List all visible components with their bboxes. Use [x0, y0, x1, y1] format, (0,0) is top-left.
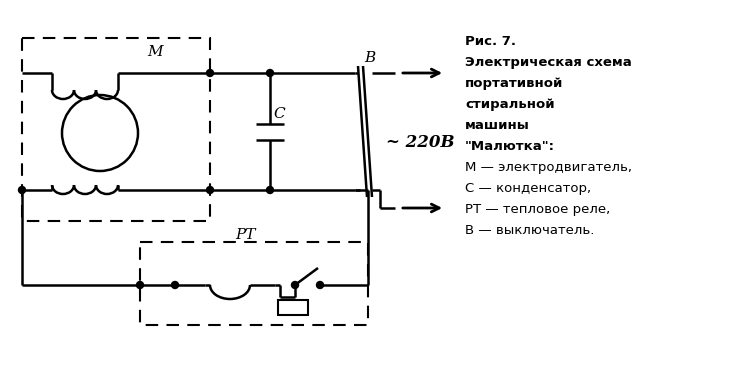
- Text: В — выключатель.: В — выключатель.: [465, 224, 595, 237]
- Text: С — конденсатор,: С — конденсатор,: [465, 182, 591, 195]
- Text: В: В: [364, 51, 375, 65]
- Text: "Малютка":: "Малютка":: [465, 140, 555, 153]
- Text: машины: машины: [465, 119, 530, 132]
- Circle shape: [291, 282, 299, 288]
- Text: стиральной: стиральной: [465, 98, 554, 111]
- Text: С: С: [273, 106, 285, 120]
- Text: М — электродвигатель,: М — электродвигатель,: [465, 161, 632, 174]
- Circle shape: [136, 282, 144, 288]
- Bar: [278, 300, 308, 315]
- Circle shape: [19, 186, 25, 194]
- Circle shape: [206, 70, 214, 76]
- Circle shape: [267, 186, 273, 194]
- Text: Электрическая схема: Электрическая схема: [465, 56, 632, 69]
- Text: ~ 220В: ~ 220В: [386, 134, 454, 151]
- Text: РТ: РТ: [235, 228, 256, 242]
- Bar: [140, 242, 368, 325]
- Text: РТ — тепловое реле,: РТ — тепловое реле,: [465, 203, 610, 216]
- Text: портативной: портативной: [465, 77, 563, 90]
- Circle shape: [171, 282, 179, 288]
- Text: Рис. 7.: Рис. 7.: [465, 35, 516, 48]
- Bar: [22, 38, 210, 221]
- Text: М: М: [148, 45, 163, 59]
- Circle shape: [206, 186, 214, 194]
- Circle shape: [267, 70, 273, 76]
- Circle shape: [317, 282, 323, 288]
